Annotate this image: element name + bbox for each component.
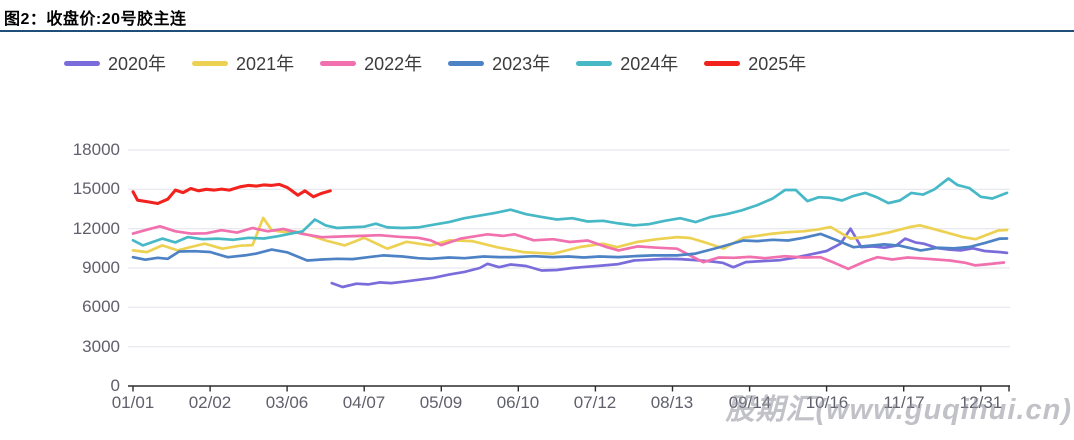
- series-line-2024年: [131, 177, 1009, 247]
- title-underline: [0, 30, 1074, 32]
- legend-swatch-icon: [448, 60, 485, 66]
- x-axis-label-04/07: 04/07: [342, 393, 386, 412]
- legend-label: 2022年: [364, 54, 423, 74]
- legend-label: 2021年: [236, 54, 295, 74]
- y-axis-label-3000: 3000: [82, 337, 120, 356]
- legend-label: 2025年: [748, 54, 807, 74]
- legend-label: 2020年: [108, 54, 167, 74]
- legend-label: 2023年: [492, 54, 551, 74]
- chart-legend: 2020年 2021年 2022年 2023年 2024年 2025年: [64, 50, 806, 76]
- y-axis-label-9000: 9000: [82, 258, 120, 277]
- y-axis-label-6000: 6000: [82, 297, 120, 316]
- legend-swatch-icon: [192, 60, 229, 66]
- legend-swatch-icon: [320, 60, 357, 66]
- legend-item-2021年[interactable]: 2021年: [192, 50, 294, 76]
- x-axis-label-01/01: 01/01: [111, 393, 155, 412]
- y-axis-label-0: 0: [110, 376, 120, 395]
- legend-item-2022年[interactable]: 2022年: [320, 50, 422, 76]
- x-axis-label-03/06: 03/06: [265, 393, 309, 412]
- x-axis-label-06/10: 06/10: [496, 393, 540, 412]
- y-axis-label-15000: 15000: [72, 179, 120, 198]
- x-axis-label-11/17: 11/17: [883, 393, 925, 412]
- x-axis-label-02/02: 02/02: [188, 393, 232, 412]
- x-axis-label-05/09: 05/09: [419, 393, 463, 412]
- y-axis-label-18000: 18000: [72, 140, 120, 159]
- legend-swatch-icon: [64, 60, 100, 66]
- series-line-2023年: [131, 232, 1009, 262]
- series-line-2025年: [131, 182, 332, 206]
- legend-swatch-icon: [704, 60, 741, 66]
- x-axis-label-12/31: 12/31: [959, 393, 1003, 412]
- legend-item-2023年[interactable]: 2023年: [448, 50, 550, 76]
- legend-item-2020年[interactable]: 2020年: [64, 50, 166, 76]
- y-axis-label-12000: 12000: [72, 219, 120, 238]
- line-chart-plot: [128, 149, 1010, 392]
- figure-title: 图2：收盘价:20号胶主连: [4, 11, 187, 28]
- x-axis-label-07/12: 07/12: [573, 393, 617, 412]
- series-line-2020年: [330, 227, 1009, 289]
- series-line-2021年: [131, 216, 1009, 256]
- legend-swatch-icon: [576, 60, 613, 66]
- legend-item-2025年[interactable]: 2025年: [704, 50, 806, 76]
- series-line-2022年: [131, 224, 1006, 271]
- legend-label: 2024年: [620, 54, 679, 74]
- x-axis-label-10/16: 10/16: [805, 393, 849, 412]
- x-axis-label-08/13: 08/13: [650, 393, 694, 412]
- x-axis-label-09/14: 09/14: [728, 393, 772, 412]
- legend-item-2024年[interactable]: 2024年: [576, 50, 678, 76]
